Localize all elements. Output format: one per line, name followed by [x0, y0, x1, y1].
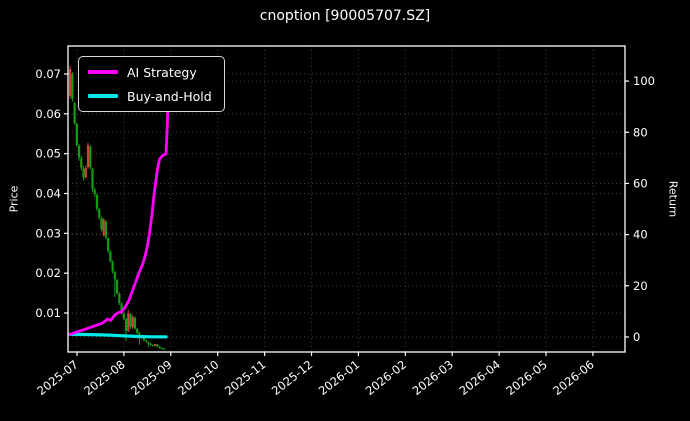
svg-text:0.02: 0.02: [35, 266, 61, 280]
legend-item-ai-strategy: AI Strategy: [88, 62, 212, 82]
svg-text:100: 100: [633, 74, 655, 88]
legend: AI Strategy Buy-and-Hold: [78, 56, 225, 112]
svg-text:0.03: 0.03: [35, 226, 61, 240]
svg-text:2025-08: 2025-08: [81, 357, 127, 398]
svg-text:0.07: 0.07: [35, 67, 61, 81]
svg-text:0.01: 0.01: [35, 306, 61, 320]
svg-text:40: 40: [633, 228, 648, 242]
svg-text:2026-03: 2026-03: [410, 357, 456, 398]
svg-text:2025-10: 2025-10: [175, 357, 221, 398]
svg-text:2026-04: 2026-04: [456, 357, 502, 398]
svg-text:2026-06: 2026-06: [550, 357, 596, 398]
ai-strategy-line-swatch: [88, 70, 118, 74]
svg-text:2025-07: 2025-07: [34, 357, 80, 398]
svg-text:2026-01: 2026-01: [316, 357, 362, 398]
svg-text:2025-11: 2025-11: [222, 357, 268, 398]
svg-text:2026-02: 2026-02: [363, 357, 409, 398]
legend-label-ai-strategy: AI Strategy: [127, 64, 197, 80]
svg-text:2026-05: 2026-05: [503, 357, 549, 398]
svg-text:2025-09: 2025-09: [128, 357, 174, 398]
svg-text:0: 0: [633, 330, 640, 344]
svg-text:0.06: 0.06: [35, 107, 61, 121]
chart-title: cnoption [90005707.SZ]: [259, 8, 431, 24]
legend-label-buy-and-hold: Buy-and-Hold: [127, 88, 212, 104]
svg-text:2025-12: 2025-12: [269, 357, 315, 398]
svg-text:80: 80: [633, 125, 648, 139]
svg-text:0.04: 0.04: [35, 187, 61, 201]
svg-text:60: 60: [633, 176, 648, 190]
svg-text:0.05: 0.05: [35, 147, 61, 161]
legend-item-buy-and-hold: Buy-and-Hold: [88, 86, 212, 106]
svg-text:20: 20: [633, 279, 648, 293]
buy-and-hold-line-swatch: [88, 94, 118, 98]
